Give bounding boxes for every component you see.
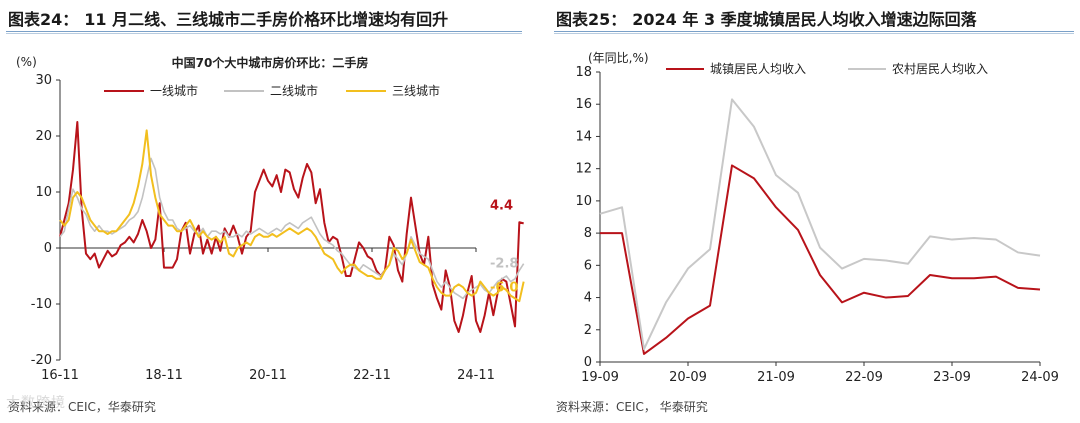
y-tick-label: 10: [575, 194, 592, 209]
right-source-note: 资料来源：CEIC， 华泰研究: [556, 400, 708, 414]
y-tick-label: 30: [35, 73, 52, 88]
y-axis-label: (%): [16, 55, 37, 69]
right-title-rule-thin: [554, 33, 1074, 34]
series-line-1: [600, 164, 1041, 355]
left-source-note: 资料来源：CEIC，华泰研究: [8, 400, 156, 414]
end-value-label-2: -2.8: [490, 257, 518, 272]
series-line-1: [59, 121, 524, 333]
left-title-rule-thin: [6, 33, 522, 34]
series-line-3: [59, 129, 525, 303]
right-figure-title-text: 2024 年 3 季度城镇居民人均收入增速边际回落: [632, 10, 977, 29]
x-tick-label: 16-11: [41, 368, 79, 383]
right-title-rule: [554, 31, 1074, 32]
chart-title: 中国70个大中城市房价环比：二手房: [172, 55, 369, 70]
right-figure-title: 图表25： 2024 年 3 季度城镇居民人均收入增速边际回落: [556, 6, 977, 30]
left-figure-title: 图表24： 11 月二线、三线城市二手房价格环比增速均有回升: [8, 6, 448, 30]
x-tick-label: 24-11: [457, 368, 495, 383]
y-tick-label: 0: [44, 241, 52, 256]
y-tick-label: 12: [575, 162, 592, 177]
watermark: 大数跨境: [6, 395, 66, 411]
legend-label-3: 三线城市: [392, 83, 440, 98]
legend-label-1: 一线城市: [150, 83, 198, 98]
left-figure-title-text: 11 月二线、三线城市二手房价格环比增速均有回升: [84, 10, 449, 29]
x-tick-label: 19-09: [581, 370, 619, 385]
y-tick-label: 16: [575, 97, 592, 112]
left-panel: 图表24： 11 月二线、三线城市二手房价格环比增速均有回升 -20 -10 0 10 2…: [0, 0, 528, 423]
right-chart: 0 2 4 6 8 10 12 14 16 18 19-09 20-09 21-09 22-09 23-09…: [575, 51, 1059, 385]
x-tick-label: 21-09: [757, 370, 795, 385]
x-tick-label: 24-09: [1021, 370, 1059, 385]
left-chart: -20 -10 0 10 20 30 16-11 18-11 20-11 22-11 24-11 (%…: [16, 55, 525, 383]
right-figure-label: 图表25：: [556, 10, 627, 29]
end-value-label-3: -6.0: [490, 281, 518, 296]
x-tick-label: 22-09: [845, 370, 883, 385]
y-tick-label: -20: [31, 353, 52, 368]
y-tick-label: 10: [35, 185, 52, 200]
right-panel: 图表25： 2024 年 3 季度城镇居民人均收入增速边际回落 0 2 4 6 8 10 12…: [548, 0, 1080, 423]
x-tick-label: 23-09: [933, 370, 971, 385]
end-value-label-1: 4.4: [490, 198, 513, 213]
legend-label-2: 农村居民人均收入: [892, 62, 988, 76]
y-tick-label: 2: [584, 323, 592, 338]
x-tick-label: 18-11: [145, 368, 183, 383]
y-tick-label: 8: [584, 226, 592, 241]
y-axis-label: (年同比,%): [588, 51, 649, 65]
y-tick-label: 18: [575, 65, 592, 80]
y-tick-label: -10: [31, 297, 52, 312]
left-figure-label: 图表24：: [8, 10, 79, 29]
legend-label-2: 二线城市: [270, 83, 318, 98]
left-title-rule: [6, 31, 522, 32]
x-tick-label: 20-11: [249, 368, 287, 383]
legend-label-1: 城镇居民人均收入: [710, 62, 806, 76]
x-tick-label: 20-09: [669, 370, 707, 385]
series-line-2: [599, 98, 1041, 351]
series-line-2: [59, 157, 525, 300]
y-tick-label: 6: [584, 258, 592, 273]
x-tick-label: 22-11: [353, 368, 391, 383]
y-tick-label: 20: [35, 129, 52, 144]
y-tick-label: 0: [584, 355, 592, 370]
y-tick-label: 4: [584, 291, 592, 306]
y-tick-label: 14: [575, 129, 592, 144]
